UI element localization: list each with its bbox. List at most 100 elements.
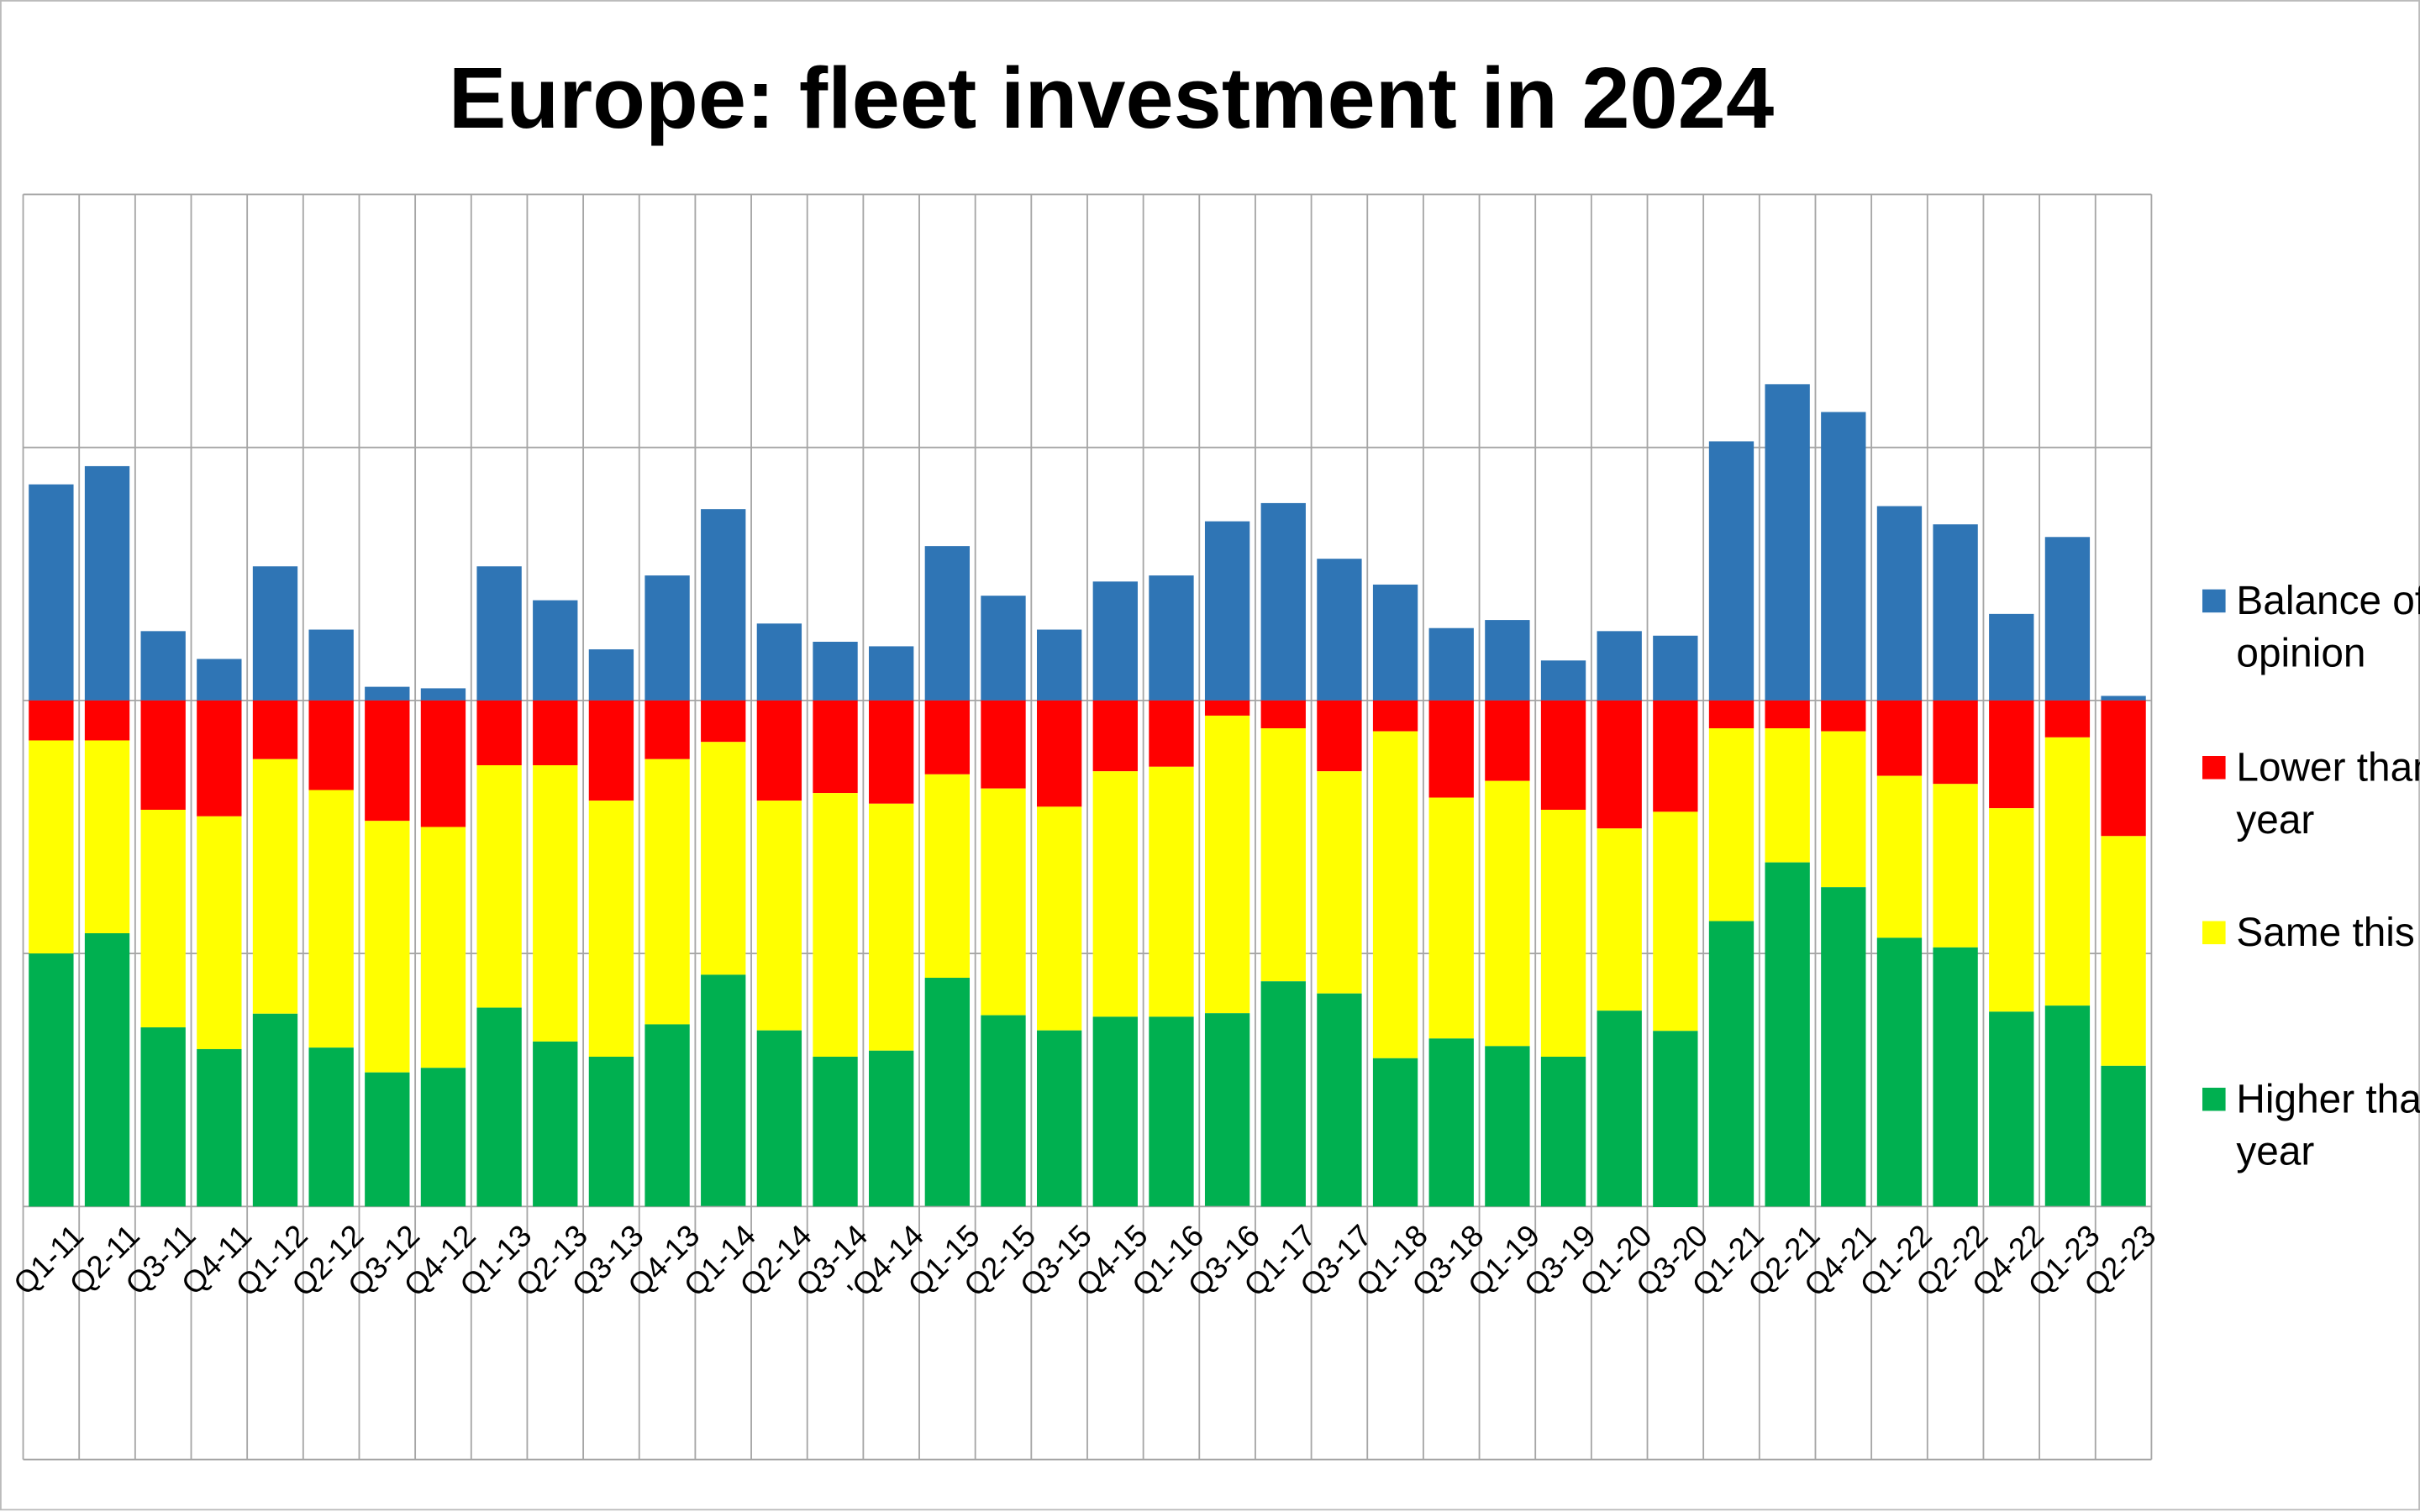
bar-segment — [1653, 700, 1698, 812]
bar-segment — [1708, 728, 1754, 921]
bar-segment — [1540, 1057, 1586, 1207]
bar-segment — [1036, 629, 1082, 701]
legend-entry: Same this year — [2236, 908, 2420, 955]
bar-segment — [756, 1030, 802, 1207]
bar-segment — [813, 700, 858, 794]
bar-segment — [1653, 635, 1698, 701]
bar-segment — [756, 623, 802, 701]
bar-segment — [701, 509, 746, 701]
bar-segment — [1372, 584, 1418, 701]
bar-segment — [84, 700, 130, 741]
bar-segment — [197, 1048, 242, 1207]
bar-segment — [644, 700, 690, 759]
bar-segment — [420, 688, 466, 701]
bar-segment — [756, 700, 802, 801]
bar-segment — [1821, 700, 1866, 732]
bar-segment — [756, 801, 802, 1031]
bar-segment — [197, 659, 242, 701]
bar-segment — [1933, 784, 1978, 948]
bar-segment — [533, 700, 578, 765]
legend-label: Balance of opinion — [2236, 576, 2420, 676]
bar-segment — [924, 978, 971, 1206]
bar-segment — [588, 700, 634, 801]
bar-segment — [1317, 771, 1362, 994]
bar-segment — [420, 827, 466, 1068]
bar-segment — [197, 816, 242, 1049]
bar-segment — [2044, 1005, 2091, 1206]
bar-segment — [252, 566, 298, 701]
bar-segment — [1765, 862, 1810, 1207]
bar-segment — [981, 700, 1026, 789]
bar-segment — [1485, 620, 1530, 701]
legend-label: Lower than last year — [2236, 743, 2420, 843]
bar-segment — [84, 465, 130, 701]
bar-segment — [869, 646, 914, 701]
bar-segment — [1821, 887, 1866, 1207]
legend-swatch — [2202, 756, 2226, 780]
bar-segment — [420, 700, 466, 827]
bar-segment — [1204, 715, 1250, 1014]
bar-segment — [1317, 559, 1362, 701]
bar-segment — [1372, 1058, 1418, 1207]
bar-segment — [869, 803, 914, 1051]
bar-segment — [2101, 696, 2146, 701]
bar-segment — [1876, 775, 1923, 938]
bar-segment — [365, 700, 410, 822]
bar-segment — [365, 821, 410, 1073]
bar-segment — [701, 700, 746, 743]
legend-entry: Higher than last year — [2236, 1075, 2420, 1174]
bar-segment — [1540, 660, 1586, 701]
bar-segment — [476, 700, 522, 765]
bar-segment — [2044, 700, 2091, 738]
bar-segment — [644, 1024, 690, 1207]
bar-segment — [924, 700, 971, 774]
bar-segment — [1372, 700, 1418, 732]
bar-segment — [308, 790, 354, 1048]
bar-segment — [588, 649, 634, 701]
bar-segment — [252, 700, 298, 759]
bar-segment — [1317, 993, 1362, 1207]
chart-title: Europe: fleet investment in 2024 — [449, 50, 1774, 146]
bar-segment — [2101, 700, 2146, 837]
bar-segment — [1036, 700, 1082, 807]
bar-segment — [813, 1057, 858, 1207]
bar-segment — [140, 810, 186, 1028]
bar-segment — [1485, 700, 1530, 781]
bar-segment — [29, 484, 74, 701]
bar-segment — [1036, 806, 1082, 1031]
bar-segment — [2101, 836, 2146, 1066]
bar-segment — [644, 759, 690, 1025]
bar-segment — [29, 953, 74, 1207]
bar-segment — [2044, 537, 2091, 701]
bar-segment — [1597, 828, 1642, 1011]
bar-segment — [1485, 780, 1530, 1047]
bar-segment — [981, 596, 1026, 701]
bar-segment — [1317, 700, 1362, 772]
bar-segment — [869, 700, 914, 804]
bar-segment — [1260, 502, 1306, 701]
bar-segment — [1765, 700, 1810, 729]
bar-segment — [29, 740, 74, 954]
bar-segment — [813, 793, 858, 1058]
legend-swatch — [2202, 1087, 2226, 1111]
bar-segment — [1765, 384, 1810, 701]
bar-segment — [533, 764, 578, 1042]
bar-segment — [252, 759, 298, 1014]
bar-segment — [1428, 1038, 1474, 1207]
bar-segment — [2044, 737, 2091, 1006]
bar-segment — [1765, 728, 1810, 863]
legend-label: Same this year — [2236, 908, 2420, 955]
bar-segment — [644, 575, 690, 701]
bar-segment — [1540, 810, 1586, 1058]
bar-segment — [1708, 921, 1754, 1207]
bar-segment — [140, 1027, 186, 1207]
bar-segment — [1653, 1031, 1698, 1207]
bar-segment — [2101, 1065, 2146, 1206]
bar-segment — [1933, 700, 1978, 785]
bar-segment — [1876, 937, 1923, 1206]
bar-segment — [981, 1015, 1026, 1207]
bar-segment — [1092, 581, 1138, 701]
bar-segment — [533, 1041, 578, 1207]
bar-segment — [1821, 412, 1866, 701]
